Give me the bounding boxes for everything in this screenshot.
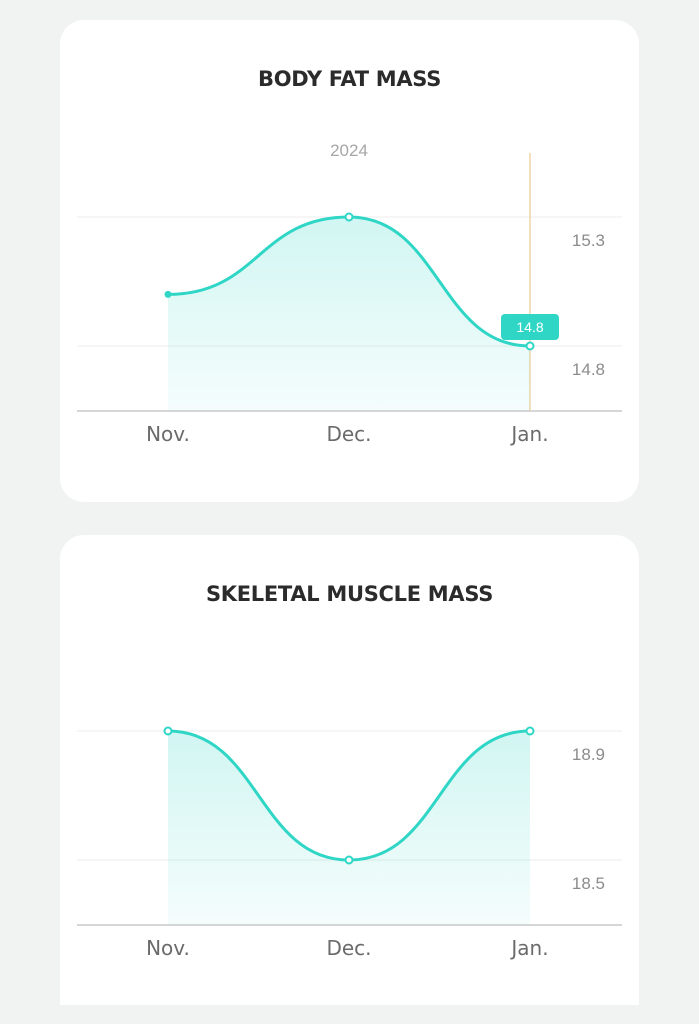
x-tick-label: Jan. [509,422,548,446]
skeletal-muscle-mass-card: SKELETAL MUSCLE MASS 18.9 18.5 Nov. Dec. Jan… [60,535,639,1005]
tooltip-value: 14.8 [516,319,543,335]
body-fat-mass-chart[interactable]: 15.3 14.8 Nov. Dec. Jan. 2024 14.8 [60,20,639,502]
data-point[interactable] [344,855,354,865]
x-tick-label: Jan. [509,936,548,960]
skeletal-muscle-mass-chart[interactable]: 18.9 18.5 Nov. Dec. Jan. [60,535,639,1005]
y-tick-label: 14.8 [572,360,605,379]
x-tick-label: Nov. [146,422,190,446]
body-fat-mass-card: BODY FAT MASS 15.3 14.8 Nov. Dec. Jan. 2024 14… [60,20,639,502]
y-tick-label: 15.3 [572,231,605,250]
data-point[interactable] [164,290,172,298]
value-tooltip: 14.8 [501,314,559,340]
skeletal-muscle-mass-title: SKELETAL MUSCLE MASS [205,582,494,606]
year-label: 2024 [330,141,368,160]
data-point[interactable] [525,726,535,736]
area-fill [168,217,530,411]
x-tick-label: Dec. [326,422,371,446]
body-fat-mass-title: BODY FAT MASS [257,67,442,91]
data-point[interactable] [525,341,535,351]
y-tick-label: 18.9 [572,745,605,764]
x-tick-label: Nov. [146,936,190,960]
area-fill [168,731,530,925]
y-tick-label: 18.5 [572,874,605,893]
data-point[interactable] [344,212,354,222]
x-tick-label: Dec. [326,936,371,960]
data-point[interactable] [163,726,173,736]
